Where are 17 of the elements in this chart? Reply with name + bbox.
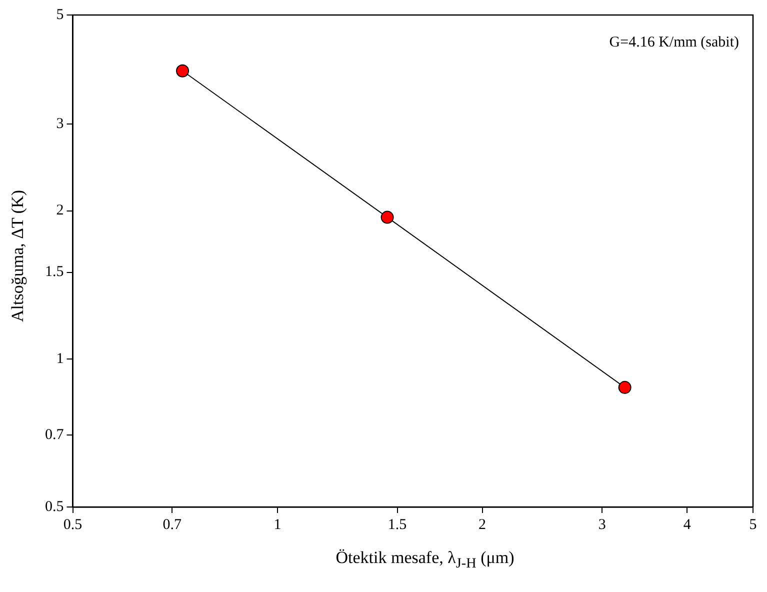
y-tick-label: 5 [56,6,64,23]
y-tick-label: 2 [56,202,64,219]
x-tick-label: 3 [598,516,606,533]
y-tick-label: 3 [56,116,64,132]
x-tick-label: 5 [749,516,757,533]
x-tick-label: 2 [478,516,486,533]
x-tick-label: 1 [274,516,282,533]
x-tick-label: 4 [683,516,692,533]
y-tick-label: 0.7 [45,427,64,444]
x-tick-label: 0.7 [162,516,182,533]
y-axis-title: Altsoğuma, ΔT (K) [8,190,28,322]
y-tick-label: 1 [56,350,64,367]
y-tick-label: 0.5 [45,498,64,515]
y-tick-label: 1.5 [45,264,64,280]
x-tick-label: 1.5 [388,516,407,533]
x-axis-title: Ötektik mesafe, λ$_{J-H}$ (μm) [334,548,516,572]
annotation: G=4.16 K/mm (sabit) [609,34,739,50]
